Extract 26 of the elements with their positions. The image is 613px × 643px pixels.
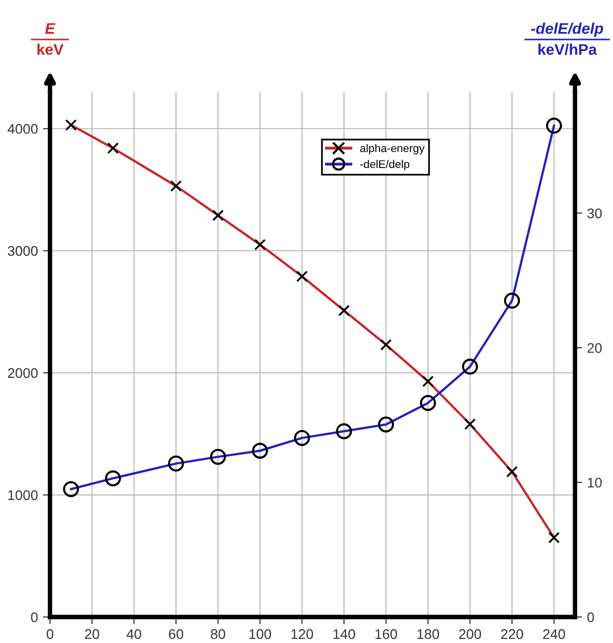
y-tick-label: 3000 [8, 246, 38, 256]
x-tick-label: 0 [46, 629, 54, 640]
y-axis-title: E keV [37, 23, 64, 55]
x-tick-label: 80 [210, 629, 226, 640]
y-tick-label: 1000 [8, 490, 38, 500]
y2-tick-label: 10 [588, 478, 602, 488]
x-tick-label: 20 [84, 629, 100, 640]
y-tick-label: 0 [31, 612, 38, 622]
y2-tick-label: 30 [587, 208, 602, 218]
y2-axis-title: -delE/delp keV/hPa [531, 22, 604, 56]
y2-tick-label: 20 [588, 343, 602, 353]
x-tick-label: 40 [126, 629, 142, 640]
x-tick-label: 60 [168, 629, 184, 640]
y2-tick-label: 0 [587, 612, 594, 622]
x-tick-label: 140 [333, 629, 356, 640]
x-tick-label: 240 [543, 629, 566, 640]
x-tick-label: 180 [417, 629, 440, 640]
x-tick-label: 220 [501, 629, 524, 640]
x-tick-label: 100 [249, 629, 272, 640]
x-tick-label: 120 [291, 629, 314, 640]
legend-label: -delE/delp [360, 160, 410, 170]
y-tick-label: 4000 [8, 124, 38, 134]
x-tick-label: 160 [375, 629, 398, 640]
legend-label: alpha-energy [360, 144, 425, 154]
x-tick-label: 200 [459, 629, 482, 640]
y-tick-label: 2000 [8, 368, 38, 378]
